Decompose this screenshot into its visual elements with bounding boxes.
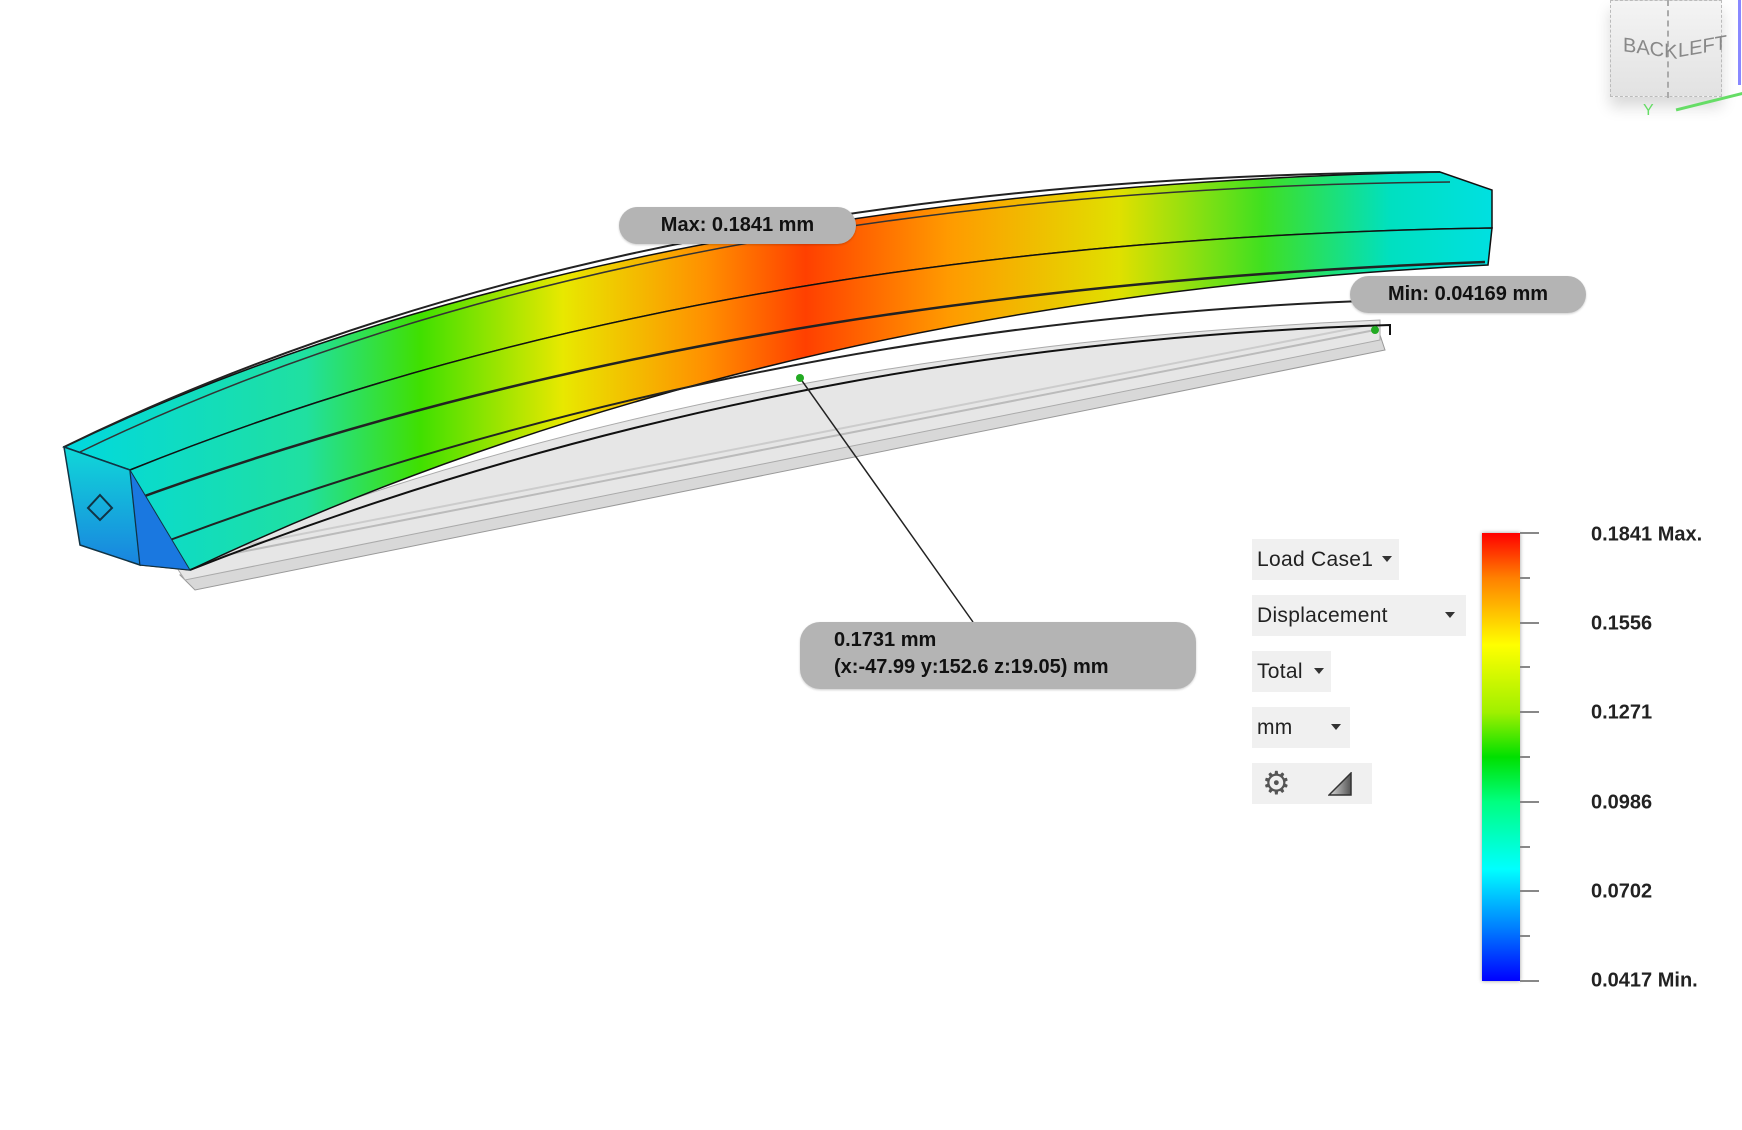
min-label: Min: 0.04169 mm xyxy=(1350,276,1586,313)
result-type-value: Displacement xyxy=(1257,603,1388,627)
view-cube[interactable]: BACK LEFT Y xyxy=(1605,0,1742,120)
units-value: mm xyxy=(1257,715,1293,739)
legend-minor-tick xyxy=(1520,935,1530,938)
min-point xyxy=(1371,326,1379,334)
probe-label[interactable]: 0.1731 mm (x:-47.99 y:152.6 z:19.05) mm xyxy=(800,622,1196,689)
gear-icon[interactable]: ⚙ xyxy=(1262,765,1291,801)
legend-label: 0.0986 xyxy=(1591,791,1653,814)
chevron-down-icon xyxy=(1382,556,1392,562)
legend-major-tick xyxy=(1520,980,1539,982)
legend-major-tick xyxy=(1520,800,1539,803)
probe-value: 0.1731 mm xyxy=(834,629,937,651)
legend-label-max: 0.1841 Max. xyxy=(1591,523,1703,546)
legend-major-tick xyxy=(1520,532,1539,534)
chevron-down-icon xyxy=(1331,724,1341,730)
legend-label-min: 0.0417 Min. xyxy=(1591,969,1698,992)
component-dropdown[interactable]: Total xyxy=(1252,651,1331,692)
chevron-down-icon xyxy=(1314,668,1324,674)
chevron-down-icon xyxy=(1445,612,1455,618)
legend-minor-tick xyxy=(1520,666,1530,669)
probe-coords: (x:-47.99 y:152.6 z:19.05) mm xyxy=(834,656,1109,678)
legend-label: 0.0702 xyxy=(1591,880,1653,903)
triangle-ramp-icon[interactable] xyxy=(1328,772,1352,796)
load-case-value: Load Case1 xyxy=(1257,547,1374,571)
undeformed-beam xyxy=(174,319,1386,591)
legend-tools: ⚙ xyxy=(1252,763,1372,804)
legend-major-tick xyxy=(1520,711,1539,714)
units-dropdown[interactable]: mm xyxy=(1252,707,1350,748)
max-label: Max: 0.1841 mm xyxy=(619,207,856,244)
legend-major-tick xyxy=(1520,621,1539,624)
legend-minor-tick xyxy=(1520,576,1530,579)
z-axis-line xyxy=(1738,0,1741,85)
load-case-dropdown[interactable]: Load Case1 xyxy=(1252,539,1399,580)
result-type-dropdown[interactable]: Displacement xyxy=(1252,595,1466,636)
legend-label: 0.1556 xyxy=(1591,612,1653,635)
legend-minor-tick xyxy=(1520,756,1530,758)
component-value: Total xyxy=(1257,659,1303,683)
legend-label: 0.1271 xyxy=(1591,701,1653,724)
legend-major-tick xyxy=(1520,890,1539,893)
probe-point xyxy=(796,374,804,382)
legend-minor-tick xyxy=(1520,845,1530,848)
y-axis-label: Y xyxy=(1643,102,1654,119)
color-legend-bar xyxy=(1482,533,1520,981)
probe-leader-line xyxy=(799,377,974,623)
